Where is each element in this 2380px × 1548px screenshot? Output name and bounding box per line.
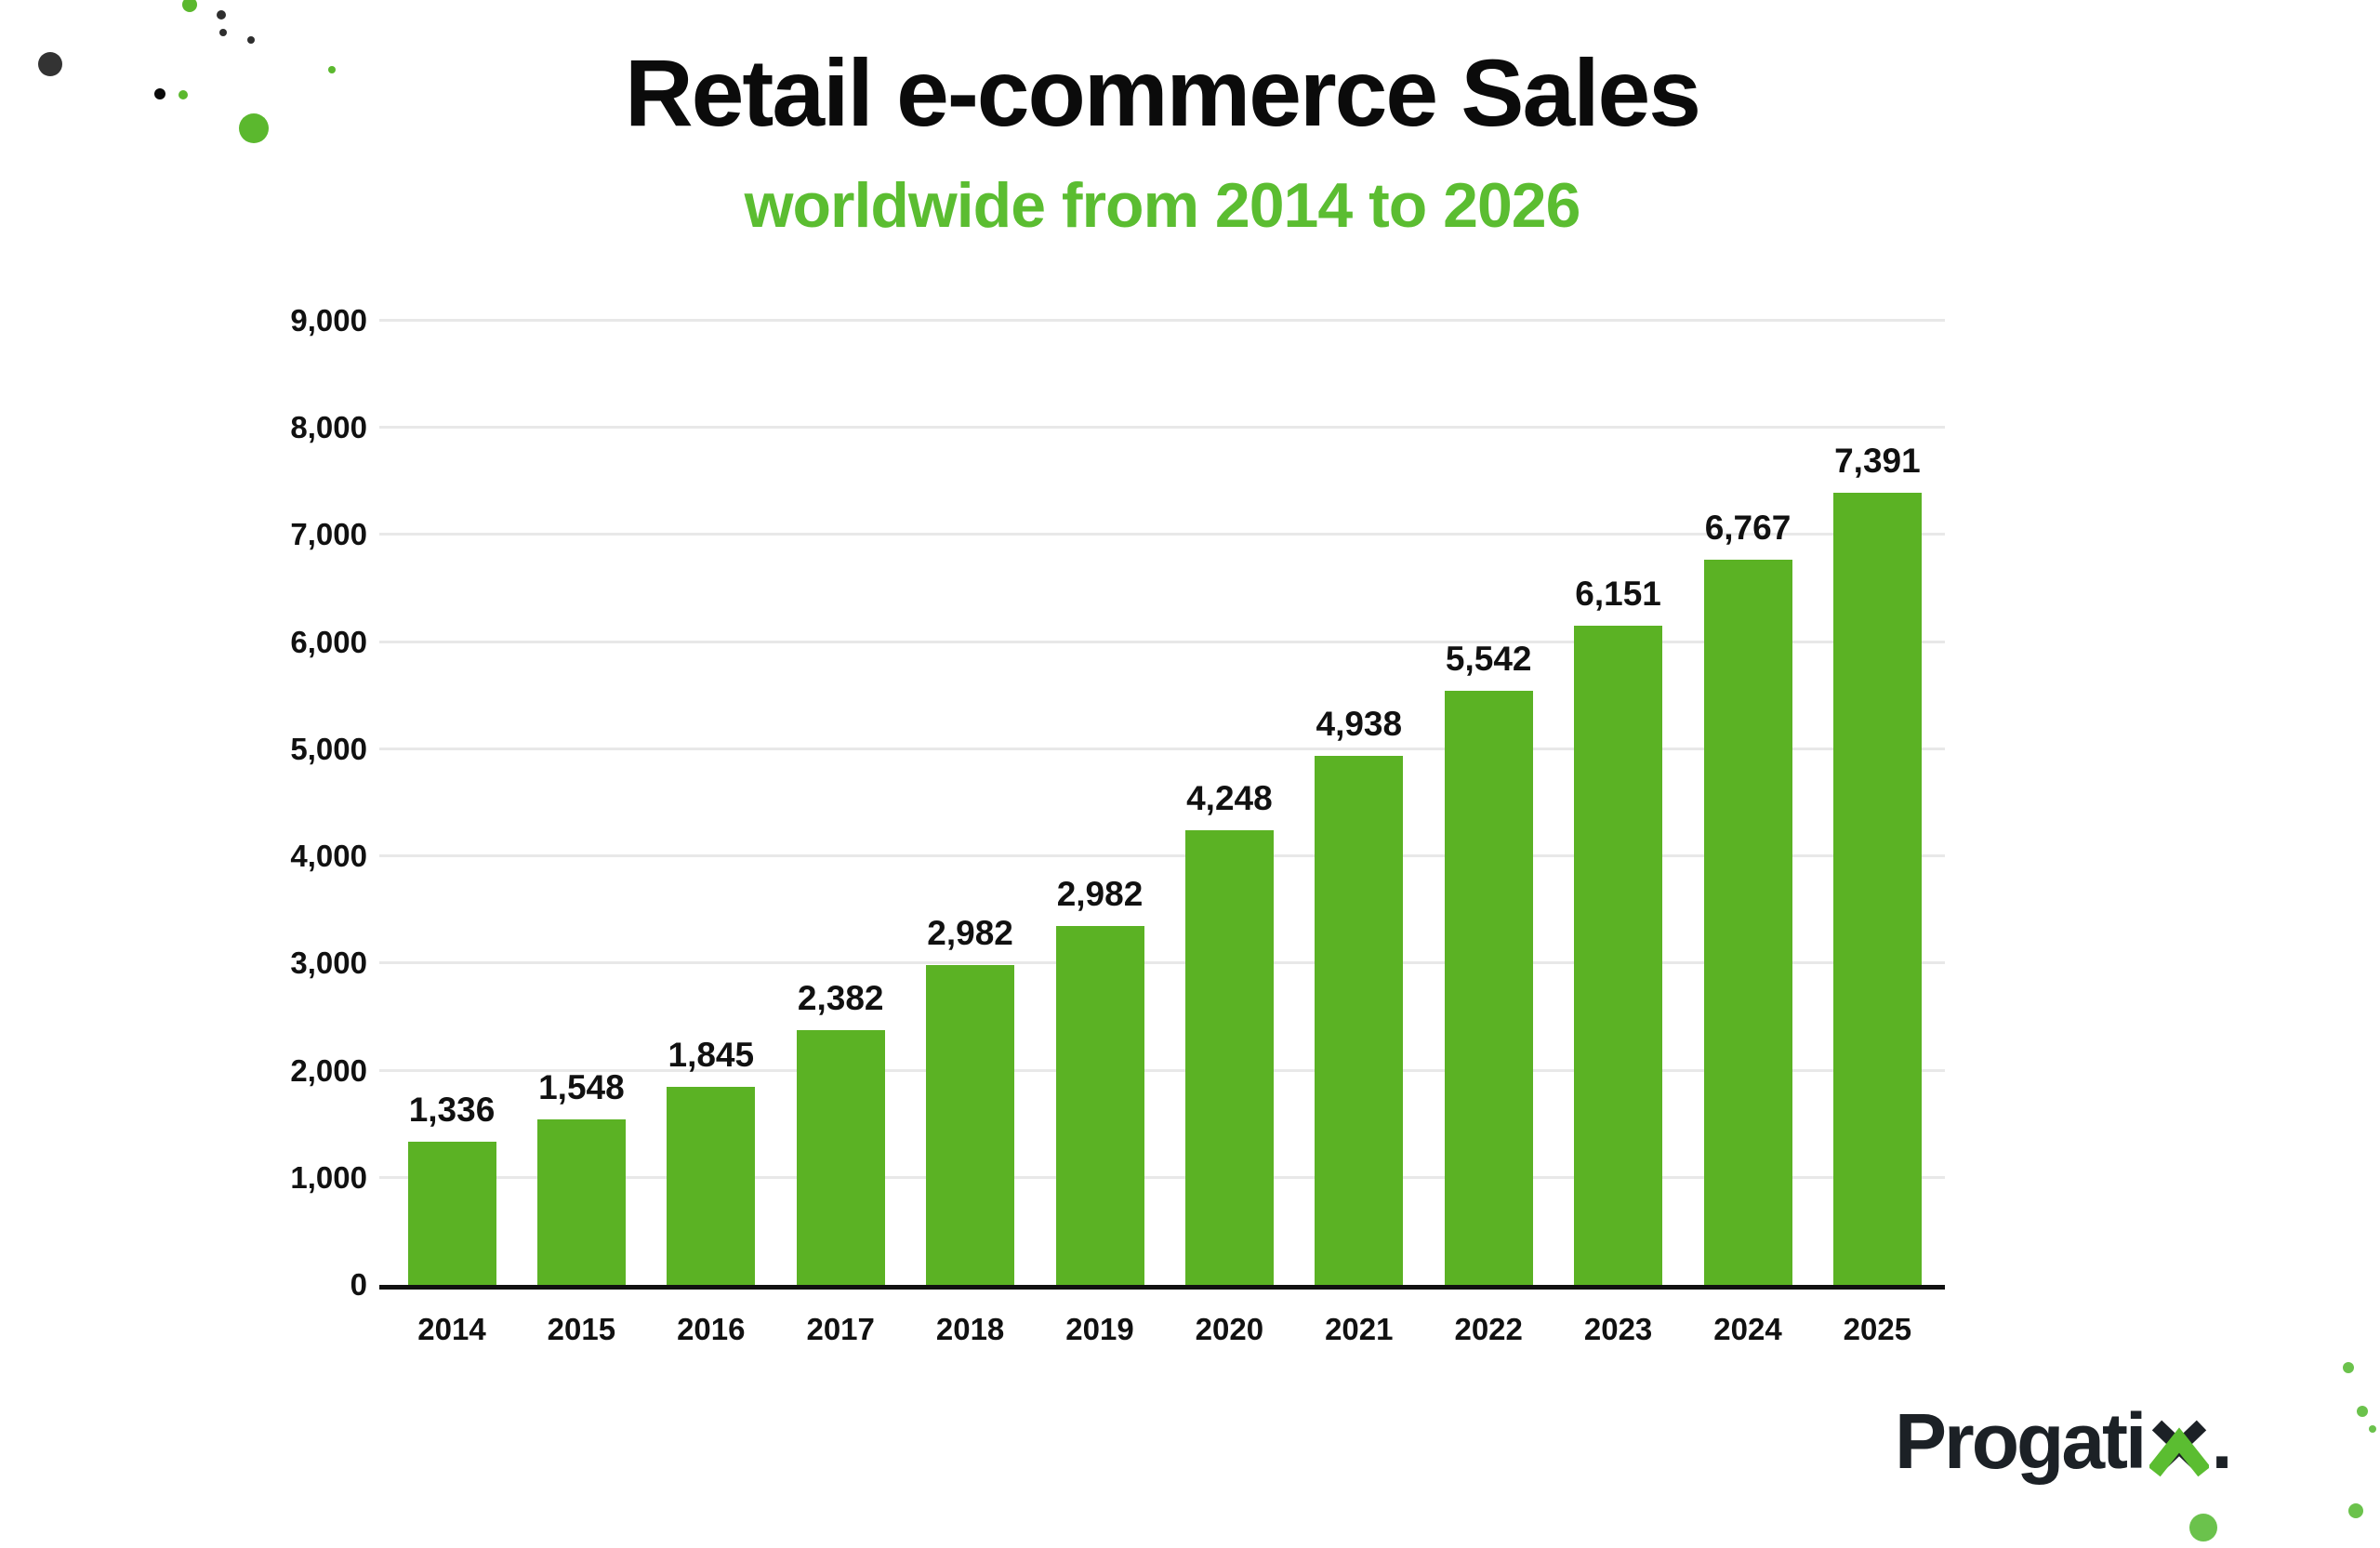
bar-value-label: 4,938 (1316, 705, 1403, 744)
header: Retail e-commerce Sales worldwide from 2… (379, 33, 1945, 248)
page-subtitle: worldwide from 2014 to 2026 (744, 170, 1581, 241)
decor-dot (247, 36, 255, 44)
x-tick-label: 2016 (677, 1312, 746, 1346)
bar-value-label: 1,548 (538, 1067, 625, 1106)
y-tick-label: 6,000 (290, 624, 367, 659)
bar-value-label: 2,382 (797, 978, 884, 1017)
logo-x-icon (2149, 1420, 2210, 1477)
bar-value-label: 6,767 (1704, 509, 1792, 548)
gridline (379, 640, 1945, 643)
bar-value-label: 7,391 (1834, 442, 1921, 481)
decor-dot (219, 29, 227, 36)
x-tick-label: 2018 (935, 1312, 1005, 1346)
decor-dot (154, 88, 165, 99)
bar (407, 1142, 496, 1285)
bar (1184, 829, 1274, 1285)
logo-text-start: Progati (1895, 1397, 2147, 1485)
x-tick-label: 2020 (1195, 1312, 1264, 1346)
bar (1444, 691, 1533, 1285)
brand-logo: Progati . (1895, 1396, 2233, 1486)
y-tick-label: 3,000 (290, 946, 367, 981)
bar (1055, 925, 1144, 1285)
y-tick-label: 5,000 (290, 731, 367, 766)
decor-dot (2357, 1406, 2368, 1417)
bar (926, 965, 1015, 1285)
y-tick-label: 4,000 (290, 839, 367, 874)
x-tick-label: 2014 (417, 1312, 486, 1346)
page-title: Retail e-commerce Sales (625, 40, 1701, 146)
bar (1703, 560, 1792, 1285)
bar-value-label: 1,845 (668, 1036, 755, 1075)
decor-dot (2369, 1425, 2376, 1433)
gridline (379, 533, 1945, 536)
gridline (379, 1175, 1945, 1179)
bar-value-label: 2,982 (927, 914, 1013, 953)
bar (667, 1087, 756, 1285)
y-tick-label: 8,000 (290, 410, 367, 445)
x-tick-label: 2015 (547, 1312, 616, 1346)
logo-text-dot: . (2211, 1397, 2232, 1485)
bar (1315, 756, 1404, 1285)
decor-dot (217, 10, 226, 20)
gridline (379, 1068, 1945, 1072)
gridline (379, 747, 1945, 750)
x-tick-label: 2024 (1713, 1312, 1782, 1346)
y-tick-label: 7,000 (290, 517, 367, 552)
gridline (379, 961, 1945, 965)
bar-chart-plot-area: 1,336 2014 1,548 2015 1,845 2016 2,382 2017 2,98… (379, 319, 1945, 1346)
decor-dot (239, 113, 269, 143)
y-tick-label: 1,000 (290, 1159, 367, 1195)
decor-dot (2343, 1362, 2354, 1373)
x-tick-label: 2017 (806, 1312, 875, 1346)
decor-dot (2348, 1503, 2363, 1518)
bar-value-label: 1,336 (408, 1091, 496, 1130)
decor-dot (38, 52, 62, 76)
bar (536, 1118, 626, 1285)
bar-value-label: 4,248 (1186, 778, 1273, 817)
bar-value-label: 2,982 (1056, 874, 1144, 913)
decor-dot (182, 0, 197, 12)
bar-value-label: 6,151 (1575, 575, 1661, 614)
gridline (379, 319, 1945, 322)
x-tick-label: 2019 (1065, 1312, 1134, 1346)
x-tick-label: 2025 (1843, 1312, 1912, 1346)
y-tick-label: 0 (350, 1267, 367, 1302)
decor-dot (2189, 1514, 2217, 1541)
x-tick-label: 2023 (1583, 1312, 1653, 1346)
decor-dot (328, 66, 336, 73)
y-tick-label: 9,000 (290, 303, 367, 337)
y-tick-label: 2,000 (290, 1052, 367, 1088)
x-tick-label: 2021 (1325, 1312, 1394, 1346)
bar (1574, 626, 1663, 1285)
bar (796, 1029, 885, 1285)
x-tick-label: 2022 (1454, 1312, 1523, 1346)
gridline (379, 426, 1945, 430)
gridline (379, 854, 1945, 858)
bar (1832, 493, 1922, 1285)
decor-dot (178, 90, 188, 99)
bar-value-label: 5,542 (1445, 640, 1532, 679)
